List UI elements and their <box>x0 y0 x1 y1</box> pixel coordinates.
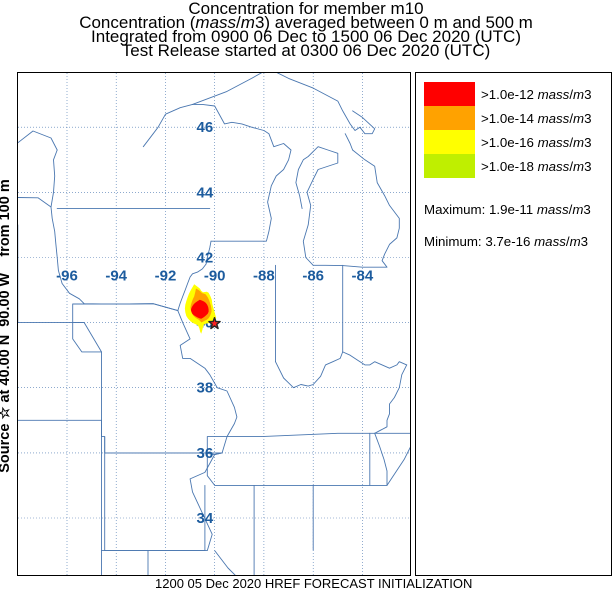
svg-text:-84: -84 <box>352 267 374 284</box>
svg-text:-94: -94 <box>105 267 127 284</box>
svg-text:36: 36 <box>197 444 214 461</box>
svg-text:-90: -90 <box>204 267 226 284</box>
svg-text:44: 44 <box>197 184 214 201</box>
svg-text:-88: -88 <box>253 267 275 284</box>
svg-text:34: 34 <box>197 510 214 527</box>
svg-text:38: 38 <box>197 379 214 396</box>
svg-text:-86: -86 <box>302 267 324 284</box>
svg-text:46: 46 <box>197 119 214 136</box>
svg-text:-96: -96 <box>56 267 78 284</box>
svg-text:42: 42 <box>197 249 214 266</box>
svg-text:-92: -92 <box>155 267 177 284</box>
